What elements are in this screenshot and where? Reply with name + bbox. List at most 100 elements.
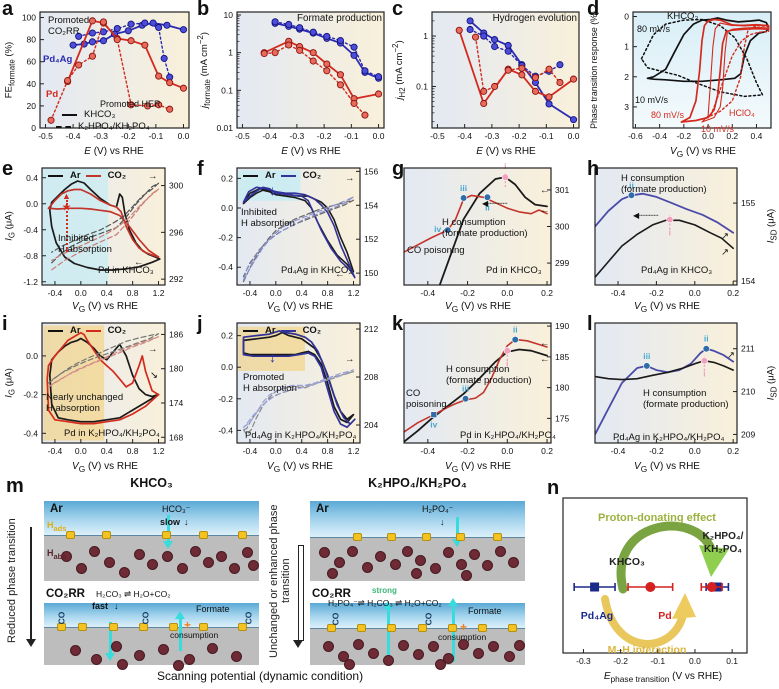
svg-text:-0.5: -0.5 — [430, 131, 445, 141]
svg-text:-0.2: -0.2 — [121, 131, 136, 141]
svg-text:0.0: 0.0 — [568, 131, 580, 141]
svg-text:0.2: 0.2 — [541, 288, 553, 298]
x-axis-label: Ephase transition (V vs RHE) — [603, 671, 723, 684]
svg-text:209: 209 — [741, 429, 755, 439]
svg-text:300: 300 — [169, 181, 183, 191]
svg-text:0.2: 0.2 — [221, 331, 233, 341]
scan-arrow: ↗ — [721, 247, 729, 258]
adsorbed-h-icon — [168, 622, 178, 631]
absorbed-h-icon — [344, 658, 356, 670]
absorbed-h-icon — [177, 563, 189, 575]
svg-text:0.0: 0.0 — [26, 351, 38, 361]
system-label: Pd₄Ag in KHCO₃ — [281, 265, 353, 276]
absorbed-h-icon — [190, 545, 202, 557]
svg-text:0.4: 0.4 — [26, 173, 38, 183]
adsorbed-h-icon — [387, 623, 397, 632]
panel-letter: a — [2, 0, 14, 20]
rate-label: slow — [160, 517, 181, 527]
x-axis-label: VG (V) vs RHE — [267, 301, 333, 314]
svg-text:301: 301 — [555, 185, 569, 195]
adsorbed-h-icon — [65, 530, 75, 539]
svg-text:3: 3 — [624, 102, 629, 112]
svg-text:152: 152 — [364, 234, 378, 244]
x-axis-label: E (V) vs RHE — [84, 146, 144, 157]
ion-flux-arrowhead — [383, 601, 394, 610]
absorbed-h-icon — [398, 640, 410, 652]
y-axis-label: IG (μA) — [3, 368, 17, 398]
svg-text:-0.2: -0.2 — [649, 288, 664, 298]
svg-text:-0.2: -0.2 — [218, 394, 233, 404]
annotation-promoted: Promoted H absorption — [243, 372, 297, 394]
panel-c: c jH2 (mA cm−2) -0.5 -0.4 -0.3 -0.2 -0.1 0.0 0… — [390, 0, 585, 160]
left-side-label: Reduced phase transition — [6, 518, 18, 644]
scanning-potential-caption: Scanning potential (dynamic condition) — [156, 669, 364, 683]
svg-text:0.0: 0.0 — [221, 362, 233, 372]
co-molecule-label: CO — [243, 611, 254, 624]
svg-text:40: 40 — [27, 79, 37, 89]
svg-text:0.4: 0.4 — [296, 288, 308, 298]
formate-label: Formate — [468, 606, 502, 616]
ar-line-swatch — [243, 174, 258, 177]
rate-arrow: ↓ — [114, 601, 119, 611]
svg-text:-1.2: -1.2 — [23, 277, 38, 287]
svg-text:ii: ii — [513, 325, 518, 335]
system-label: Pd₄Ag in KHCO₃ — [641, 265, 713, 276]
svg-text:0: 0 — [624, 12, 629, 22]
annotation-inhibited: Inhibited H absorption — [58, 233, 112, 255]
panel-i: i IG (μA) -0.4 0.0 0.4 0.8 1.2 0.0 -0.2 -0.4 168… — [0, 313, 195, 475]
absorbed-h-icon — [430, 563, 442, 575]
adsorbed-h-icon — [108, 622, 118, 631]
svg-text:-0.2: -0.2 — [460, 446, 475, 456]
ar-line-swatch — [243, 329, 258, 332]
svg-text:-0.4: -0.4 — [48, 288, 63, 298]
system-label: Pd₄Ag in K₂HPO₄/KH₂PO₄ — [613, 432, 725, 443]
panel-letter: c — [392, 0, 404, 20]
svg-text:-0.3: -0.3 — [93, 131, 108, 141]
svg-text:0.0: 0.0 — [75, 446, 87, 456]
svg-text:296: 296 — [169, 227, 183, 237]
adsorbed-h-icon — [198, 530, 208, 539]
svg-text:180: 180 — [555, 383, 569, 393]
svg-text:M–H interaction: M–H interaction — [608, 644, 687, 656]
annotation-h-consumption: H consumption (formate production) — [643, 388, 729, 410]
gas-label: Ar — [316, 503, 329, 515]
svg-text:-0.4: -0.4 — [611, 446, 626, 456]
svg-text:-0.6: -0.6 — [628, 131, 643, 141]
x-axis-label: VG (V) vs RHE — [670, 146, 736, 159]
svg-text:208: 208 — [364, 372, 378, 382]
legend-label-co2: CO₂ — [302, 325, 322, 336]
gas-legend: Ar CO₂ — [243, 170, 321, 181]
formate-label: Formate — [196, 604, 230, 614]
ion-flux-arrowhead — [175, 610, 186, 619]
annotation-80mvs-red: 80 mV/s — [651, 110, 685, 120]
x-axis-label: VG (V) vs RHE — [72, 461, 138, 474]
scan-arrow: ← — [134, 257, 144, 268]
absorbed-h-icon — [383, 655, 395, 667]
scan-arrow: → — [345, 173, 355, 184]
co2-line-swatch — [85, 329, 101, 332]
svg-text:-0.2: -0.2 — [23, 390, 38, 400]
svg-text:1.2: 1.2 — [348, 446, 360, 456]
scene-khco3-ar: Ar Hads Habs HCO₃⁻ slow ↓ — [44, 501, 260, 581]
ion-flux-arrow — [166, 515, 170, 541]
svg-text:0: 0 — [31, 123, 36, 133]
svg-text:-0.4: -0.4 — [66, 131, 81, 141]
co2-line-swatch — [280, 174, 296, 177]
svg-text:1.2: 1.2 — [153, 288, 165, 298]
absorbed-h-icon — [473, 647, 485, 659]
panel-e: e IG (μA) ★ -0.4 0.0 0.4 0.8 1.2 0.4 0.0 -0.4 -0.… — [0, 158, 195, 315]
co2-line-swatch — [280, 329, 296, 332]
y-axis-label: jH2 (mA cm−2) — [390, 40, 408, 100]
adsorbed-h-icon — [327, 623, 337, 632]
annotation-promoted-co2rr: Promoted CO₂RR — [48, 15, 90, 37]
absorbed-h-icon — [368, 647, 380, 659]
scene-phosphate-co2rr: CO₂RR strong H₂PO₄⁻⇌ H₂CO₃ ⇌ H₂O+CO₂ For… — [310, 586, 526, 670]
h-ads-label: Hads — [47, 520, 67, 533]
co-molecule-label: CO — [423, 612, 434, 626]
svg-text:204: 204 — [364, 420, 378, 430]
svg-text:80: 80 — [27, 35, 37, 45]
absorbed-h-icon — [322, 641, 334, 653]
ion-flux-arrow — [456, 517, 460, 540]
